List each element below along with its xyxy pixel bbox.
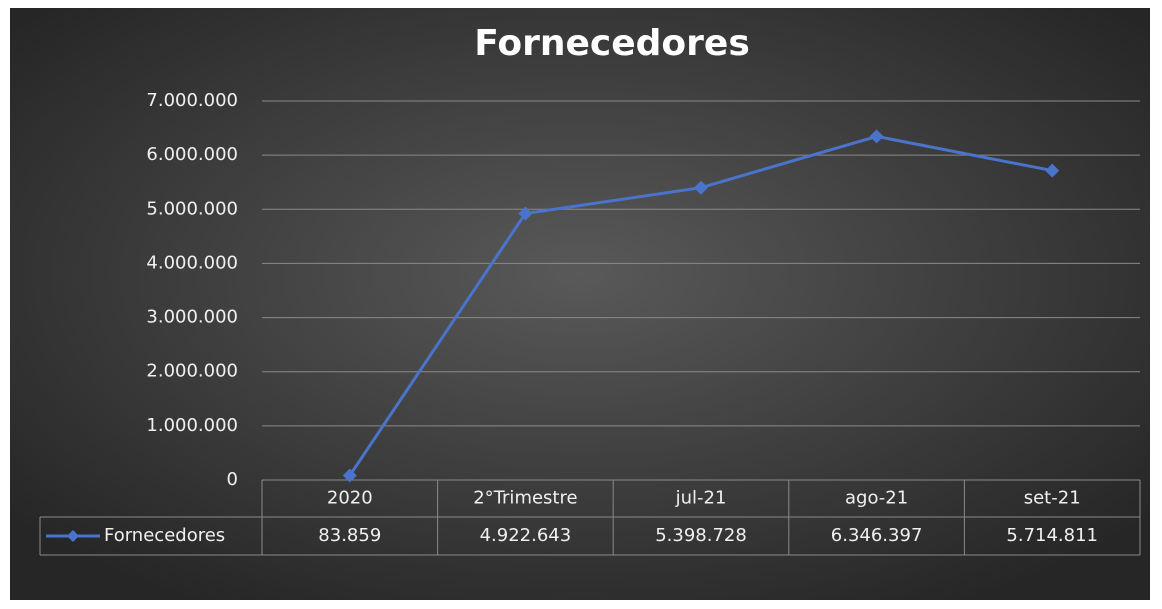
x-tick-label: ago-21 <box>845 488 908 509</box>
legend-label: Fornecedores <box>104 525 225 546</box>
data-label: 5.398.728 <box>655 525 747 546</box>
data-label: 4.922.643 <box>480 525 572 546</box>
x-tick-label: 2020 <box>327 488 373 509</box>
data-label: 5.714.811 <box>1006 525 1098 546</box>
x-tick-label: 2°Trimestre <box>473 488 577 509</box>
y-tick-label: 0 <box>227 469 238 490</box>
y-tick-label: 5.000.000 <box>146 198 238 219</box>
y-tick-label: 2.000.000 <box>146 361 238 382</box>
y-tick-label: 7.000.000 <box>146 90 238 111</box>
legend-marker <box>67 530 79 542</box>
y-tick-label: 6.000.000 <box>146 144 238 165</box>
data-point <box>518 206 533 221</box>
y-tick-label: 3.000.000 <box>146 307 238 328</box>
x-tick-label: set-21 <box>1024 488 1081 509</box>
y-tick-label: 1.000.000 <box>146 415 238 436</box>
data-point <box>869 129 884 144</box>
data-label: 83.859 <box>318 525 381 546</box>
chart-title: Fornecedores <box>474 23 750 64</box>
data-point <box>1045 163 1060 178</box>
data-label: 6.346.397 <box>831 525 923 546</box>
x-tick-label: jul-21 <box>675 488 727 509</box>
data-point <box>342 468 357 483</box>
y-tick-label: 4.000.000 <box>146 252 238 273</box>
data-point <box>694 180 708 195</box>
chart-background <box>10 8 1150 600</box>
